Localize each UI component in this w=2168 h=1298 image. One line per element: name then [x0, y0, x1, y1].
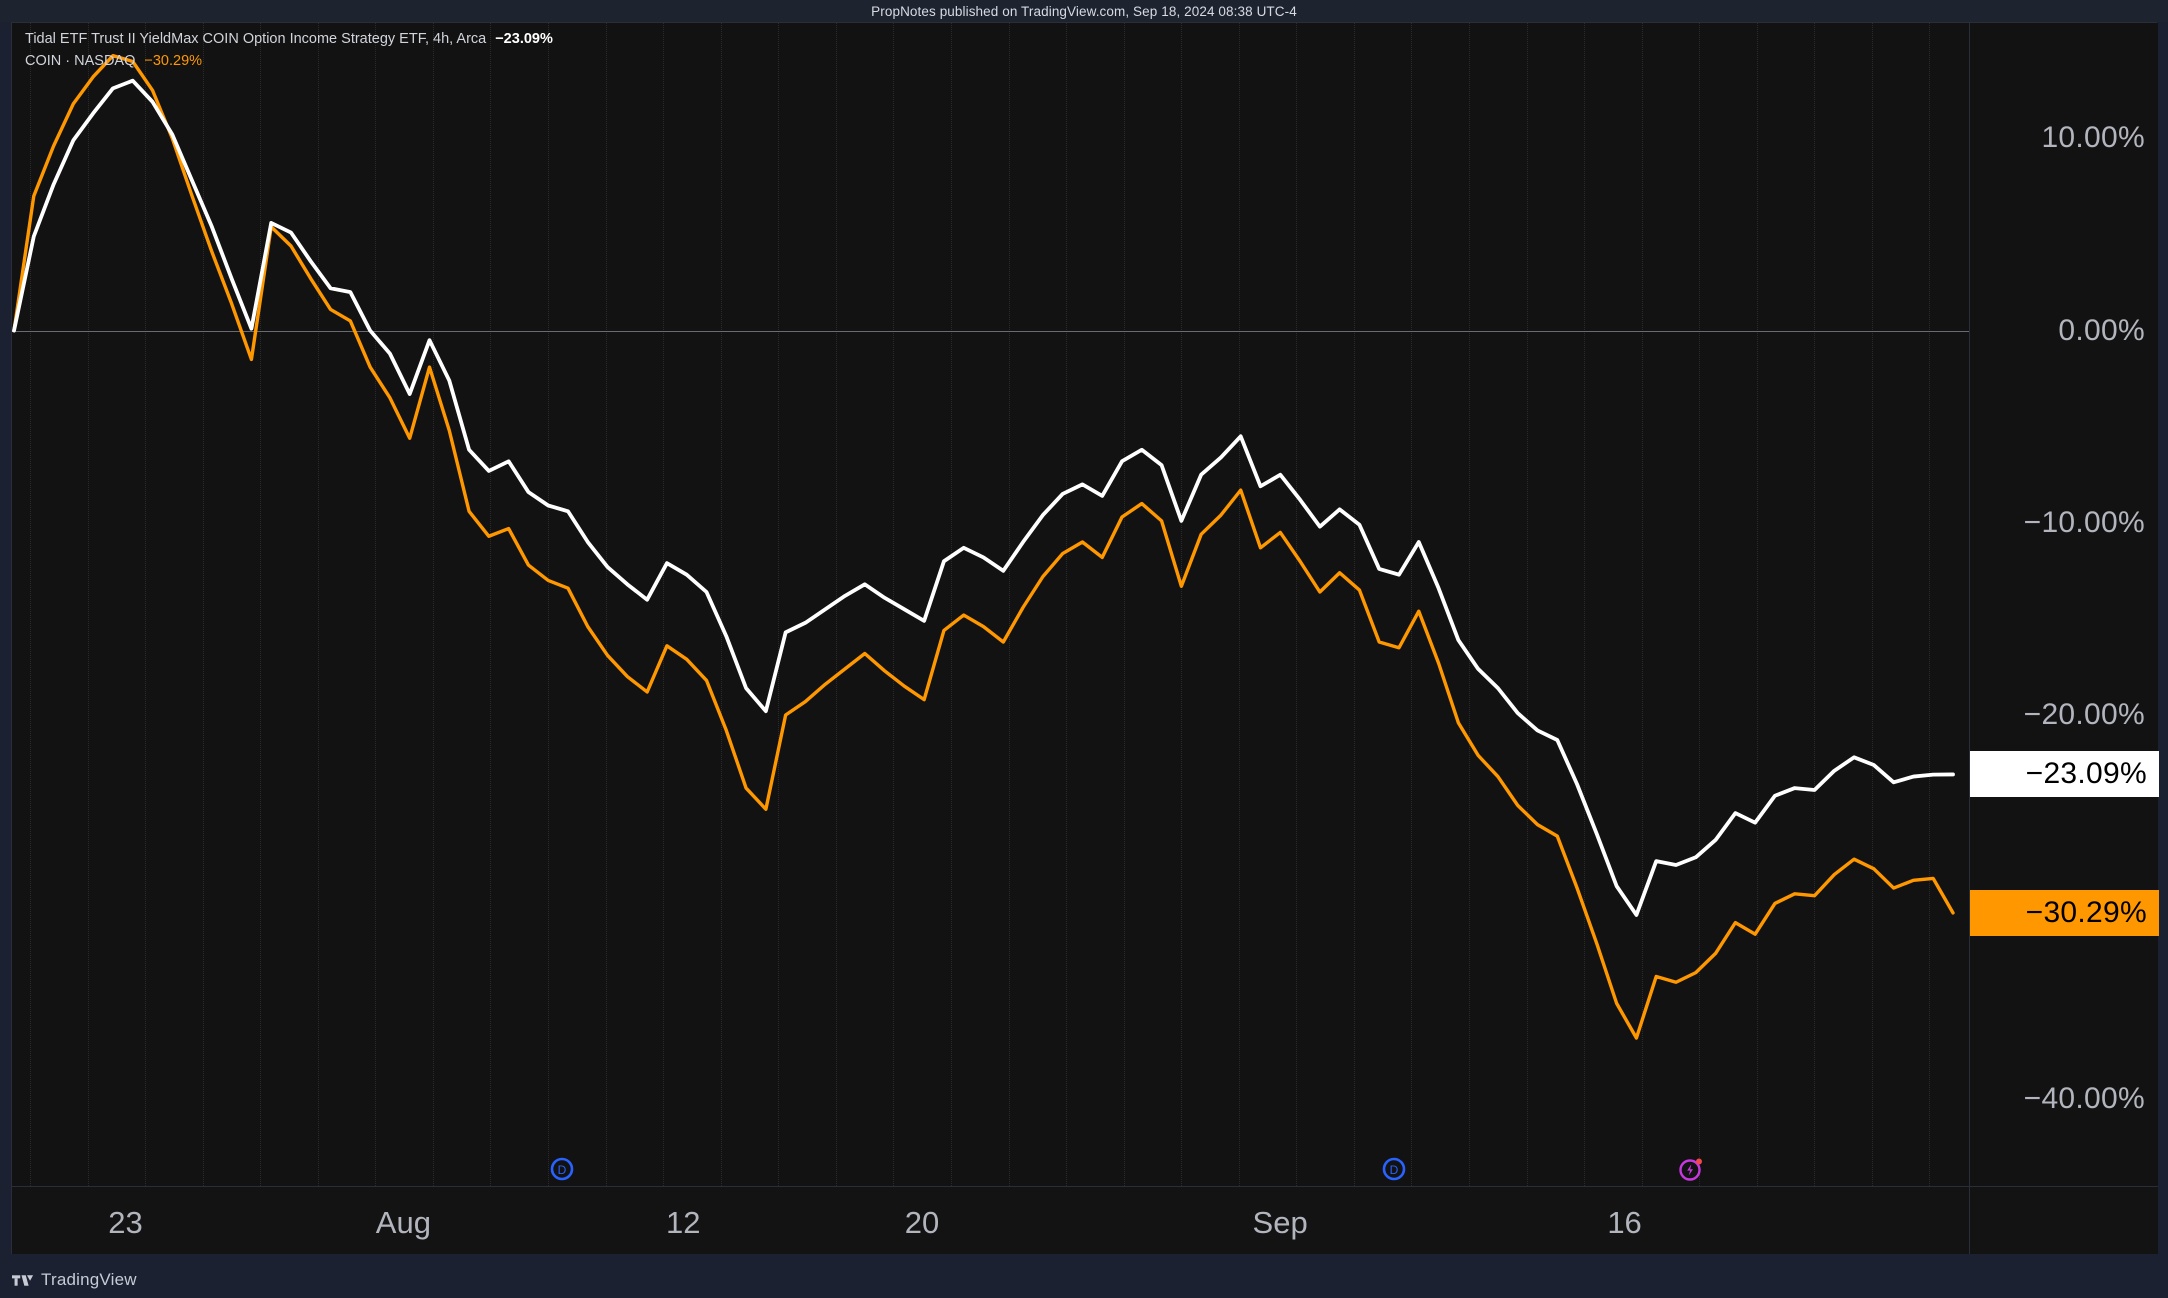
chart-frame: Tidal ETF Trust II YieldMax COIN Option … [11, 22, 2159, 1254]
vertical-gridline [1411, 23, 1413, 1186]
vertical-gridline [1066, 23, 1068, 1186]
vertical-gridline [778, 23, 780, 1186]
vertical-gridline [432, 23, 434, 1186]
vertical-gridline [720, 23, 722, 1186]
vertical-gridline [548, 23, 550, 1186]
vertical-gridline [30, 23, 31, 1186]
main-price-badge[interactable]: −23.09% [1970, 751, 2159, 798]
chart-pane[interactable]: Tidal ETF Trust II YieldMax COIN Option … [12, 23, 1969, 1186]
vertical-gridline [1584, 23, 1586, 1186]
vertical-gridline [1008, 23, 1010, 1186]
price-tick-label: −20.00% [2023, 698, 2145, 732]
vertical-gridline [145, 23, 147, 1186]
price-tick-label: −40.00% [2023, 1082, 2145, 1116]
vertical-gridline [317, 23, 319, 1186]
compare-series-line [12, 53, 1955, 1040]
vertical-gridline [375, 23, 377, 1186]
vertical-gridline [260, 23, 262, 1186]
time-tick-label: 20 [904, 1205, 940, 1240]
price-tick-label: 10.00% [2041, 121, 2145, 155]
vertical-gridline [1296, 23, 1298, 1186]
vertical-gridline [1123, 23, 1125, 1186]
vertical-gridline [1871, 23, 1873, 1186]
tradingview-logo[interactable]: TradingView [12, 1270, 137, 1290]
vertical-gridline [1181, 23, 1183, 1186]
svg-text:D: D [558, 1163, 567, 1177]
attribution-bar: PropNotes published on TradingView.com, … [0, 0, 2168, 22]
time-tick-label: Sep [1252, 1205, 1308, 1240]
price-series-svg [12, 53, 1955, 1040]
vertical-gridline [835, 23, 837, 1186]
dividend-marker[interactable]: D [1381, 1156, 1407, 1182]
tradingview-logo-icon [12, 1274, 34, 1286]
vertical-gridline [950, 23, 952, 1186]
vertical-gridline [1468, 23, 1470, 1186]
dividend-marker[interactable]: D [549, 1156, 575, 1182]
vertical-gridline [1699, 23, 1701, 1186]
time-tick-label: Aug [375, 1205, 431, 1240]
time-scale[interactable]: 23 Aug 12 20 Sep 16 [12, 1186, 1969, 1254]
earnings-marker[interactable] [1678, 1156, 1704, 1182]
main-series-line [12, 78, 1955, 917]
price-scale[interactable]: 10.00% 0.00% −10.00% −20.00% −40.00% −23.09% −… [1969, 23, 2159, 1186]
compare-price-badge[interactable]: −30.29% [1970, 889, 2159, 936]
scale-corner [1969, 1186, 2158, 1254]
vertical-gridline [1238, 23, 1240, 1186]
footer-bar: TradingView [0, 1262, 2168, 1298]
price-tick-label: 0.00% [2058, 313, 2145, 347]
vertical-gridline [605, 23, 607, 1186]
vertical-gridline [87, 23, 89, 1186]
svg-text:D: D [1389, 1163, 1398, 1177]
price-tick-label: −10.00% [2023, 505, 2145, 539]
vertical-gridline [1526, 23, 1528, 1186]
vertical-gridline [1353, 23, 1355, 1186]
time-tick-label: 23 [108, 1205, 143, 1240]
vertical-gridline [202, 23, 204, 1186]
time-tick-label: 12 [666, 1205, 701, 1240]
time-tick-label: 16 [1607, 1205, 1642, 1240]
vertical-gridline [1641, 23, 1643, 1186]
tradingview-logo-text: TradingView [41, 1270, 137, 1289]
zero-baseline [12, 330, 1969, 332]
vertical-gridline [1756, 23, 1758, 1186]
vertical-gridline [663, 23, 665, 1186]
attribution-text: PropNotes published on TradingView.com, … [871, 3, 1297, 19]
vertical-gridline [490, 23, 492, 1186]
vertical-gridline [1814, 23, 1816, 1186]
vertical-gridline [1929, 23, 1931, 1186]
